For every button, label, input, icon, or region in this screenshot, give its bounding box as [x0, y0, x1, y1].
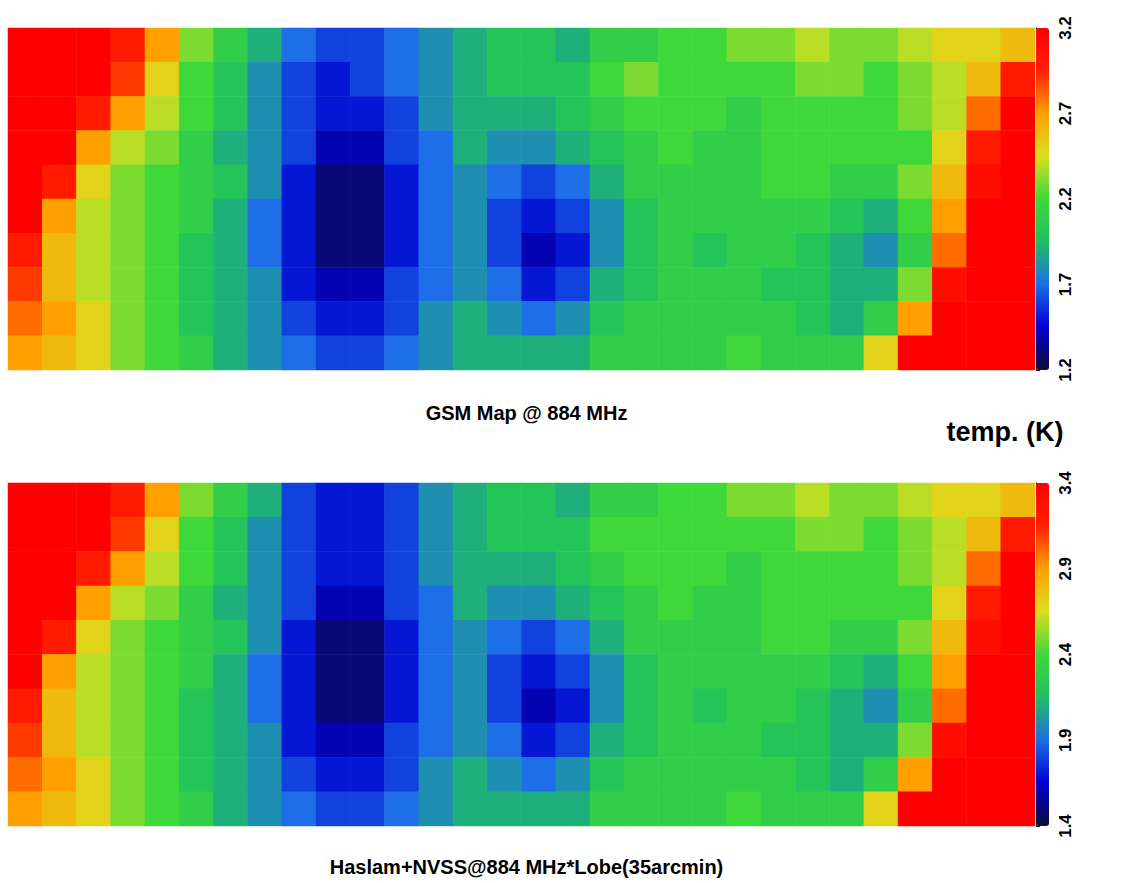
svg-text:1.2: 1.2 — [1056, 358, 1075, 382]
svg-text:2.9: 2.9 — [1056, 557, 1075, 581]
svg-text:1.7: 1.7 — [1056, 273, 1075, 297]
svg-text:temp. (K): temp. (K) — [947, 417, 1064, 447]
svg-text:1.4: 1.4 — [1056, 814, 1075, 838]
svg-text:1.9: 1.9 — [1056, 728, 1075, 752]
svg-text:2.7: 2.7 — [1056, 102, 1075, 126]
svg-text:GSM Map @ 884 MHz: GSM Map @ 884 MHz — [426, 402, 628, 424]
svg-text:Haslam+NVSS@884 MHz*Lobe(35arc: Haslam+NVSS@884 MHz*Lobe(35arcmin) — [330, 856, 724, 878]
svg-text:2.2: 2.2 — [1056, 187, 1075, 211]
svg-text:3.2: 3.2 — [1056, 16, 1075, 40]
svg-text:2.4: 2.4 — [1056, 642, 1075, 666]
svg-text:3.4: 3.4 — [1056, 471, 1075, 495]
